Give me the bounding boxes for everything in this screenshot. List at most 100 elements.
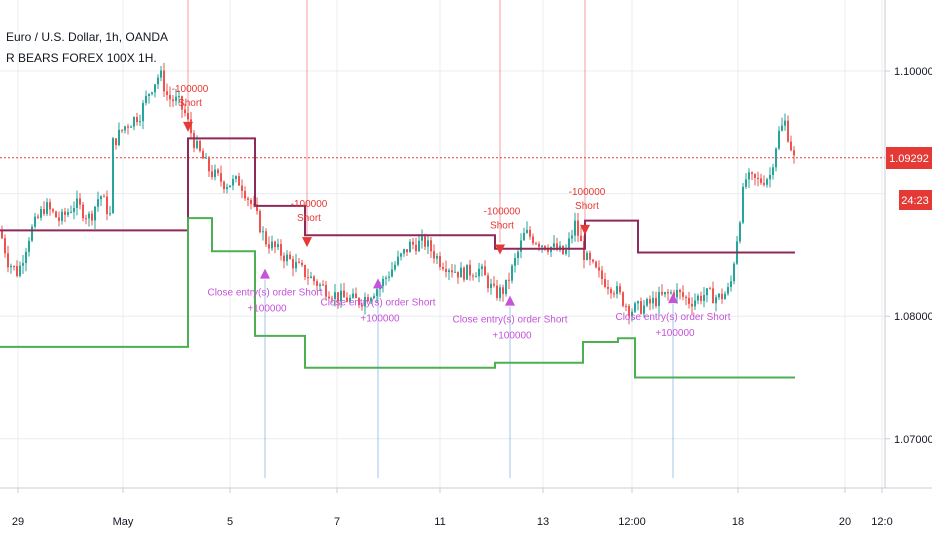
candle-body bbox=[271, 241, 273, 249]
candle-body bbox=[712, 288, 714, 304]
candle-body bbox=[649, 299, 651, 304]
candle-body bbox=[454, 271, 456, 273]
exit-qty-label: +100000 bbox=[360, 313, 400, 324]
candle-body bbox=[715, 297, 717, 304]
candle-body bbox=[13, 266, 15, 268]
candle-body bbox=[160, 70, 162, 78]
candle-body bbox=[190, 119, 192, 134]
candle-body bbox=[220, 173, 222, 182]
candle-body bbox=[439, 256, 441, 268]
candle-body bbox=[421, 236, 423, 241]
candle-body bbox=[697, 295, 699, 301]
candle-body bbox=[331, 298, 333, 300]
candle-body bbox=[118, 129, 120, 146]
candle-body bbox=[724, 293, 726, 300]
candle-body bbox=[223, 181, 225, 190]
candle-body bbox=[409, 241, 411, 253]
candle-body bbox=[523, 232, 525, 241]
candle-body bbox=[166, 91, 168, 95]
time-tick-label: 7 bbox=[334, 516, 340, 528]
candle-body bbox=[475, 276, 477, 278]
time-tick-label: 18 bbox=[732, 516, 744, 528]
candle-body bbox=[778, 130, 780, 149]
candle-body bbox=[382, 278, 384, 287]
candle-body bbox=[334, 292, 336, 299]
candle-body bbox=[73, 207, 75, 212]
candle-body bbox=[295, 261, 297, 269]
candle-body bbox=[514, 258, 516, 266]
candle-body bbox=[733, 263, 735, 282]
cover-arrow-icon bbox=[373, 278, 383, 289]
candle-body bbox=[631, 311, 633, 316]
candle-body bbox=[469, 264, 471, 276]
exit-order-label: Close entry(s) order Short bbox=[615, 312, 730, 323]
stop-level-path bbox=[0, 217, 795, 379]
candle-body bbox=[484, 266, 486, 276]
candle-body bbox=[397, 256, 399, 265]
candle-body bbox=[85, 218, 87, 220]
candle-body bbox=[754, 173, 756, 178]
candle-body bbox=[310, 276, 312, 278]
candle-body bbox=[628, 306, 630, 316]
candle-body bbox=[301, 262, 303, 266]
last-price-value: 1.09292 bbox=[889, 153, 929, 165]
candle-body bbox=[748, 172, 750, 180]
price-tick-label: 1.08000 bbox=[894, 311, 932, 323]
candle-body bbox=[124, 126, 126, 131]
candle-body bbox=[667, 292, 669, 294]
time-tick-label: 5 bbox=[227, 516, 233, 528]
candle-body bbox=[592, 259, 594, 262]
candle-body bbox=[595, 261, 597, 268]
candle-body bbox=[607, 287, 609, 289]
candle-body bbox=[64, 211, 66, 215]
candle-body bbox=[436, 256, 438, 259]
candle-body bbox=[505, 279, 507, 294]
candle-body bbox=[217, 169, 219, 174]
trade-level-line bbox=[0, 137, 795, 254]
candle-body bbox=[769, 175, 771, 180]
candle-body bbox=[55, 211, 57, 218]
candle-body bbox=[640, 301, 642, 314]
entry-qty-label: -100000 bbox=[291, 199, 328, 210]
candle-body bbox=[406, 249, 408, 253]
candle-body bbox=[547, 249, 549, 252]
candle-body bbox=[316, 281, 318, 286]
candle-body bbox=[529, 229, 531, 237]
cover-arrow-icon bbox=[668, 293, 678, 304]
candle-body bbox=[361, 305, 363, 307]
candle-body bbox=[22, 263, 24, 266]
price-axis[interactable] bbox=[885, 0, 932, 550]
candle-body bbox=[676, 289, 678, 298]
candle-body bbox=[328, 296, 330, 299]
candle-body bbox=[784, 120, 786, 126]
candle-body bbox=[412, 241, 414, 245]
candle-body bbox=[625, 305, 627, 307]
candle-body bbox=[61, 211, 63, 221]
candle-body bbox=[46, 202, 48, 214]
candle-body bbox=[448, 270, 450, 273]
candle-body bbox=[565, 249, 567, 254]
candle-body bbox=[775, 148, 777, 168]
time-axis-ticks[interactable]: 29 May 5 7 11 13 12:00 18 20 12:0 bbox=[12, 488, 893, 528]
candle-body bbox=[322, 284, 324, 286]
candle-body bbox=[88, 213, 90, 219]
entry-side-label: Short bbox=[297, 213, 321, 224]
time-tick-label: 29 bbox=[12, 516, 24, 528]
time-tick-label: 20 bbox=[839, 516, 851, 528]
candle-body bbox=[313, 276, 315, 282]
candle-body bbox=[481, 266, 483, 269]
candle-body bbox=[580, 235, 582, 242]
bar-countdown: 24:23 bbox=[901, 195, 929, 207]
candle-body bbox=[319, 284, 321, 286]
candle-body bbox=[274, 241, 276, 248]
trade-level-path bbox=[0, 137, 795, 254]
candle-body bbox=[340, 290, 342, 302]
candle-body bbox=[145, 96, 147, 104]
cover-arrow-icon bbox=[505, 295, 515, 306]
candle-body bbox=[589, 252, 591, 260]
candle-body bbox=[34, 216, 36, 227]
candle-body bbox=[292, 259, 294, 269]
candle-body bbox=[355, 293, 357, 299]
candle-body bbox=[280, 244, 282, 256]
